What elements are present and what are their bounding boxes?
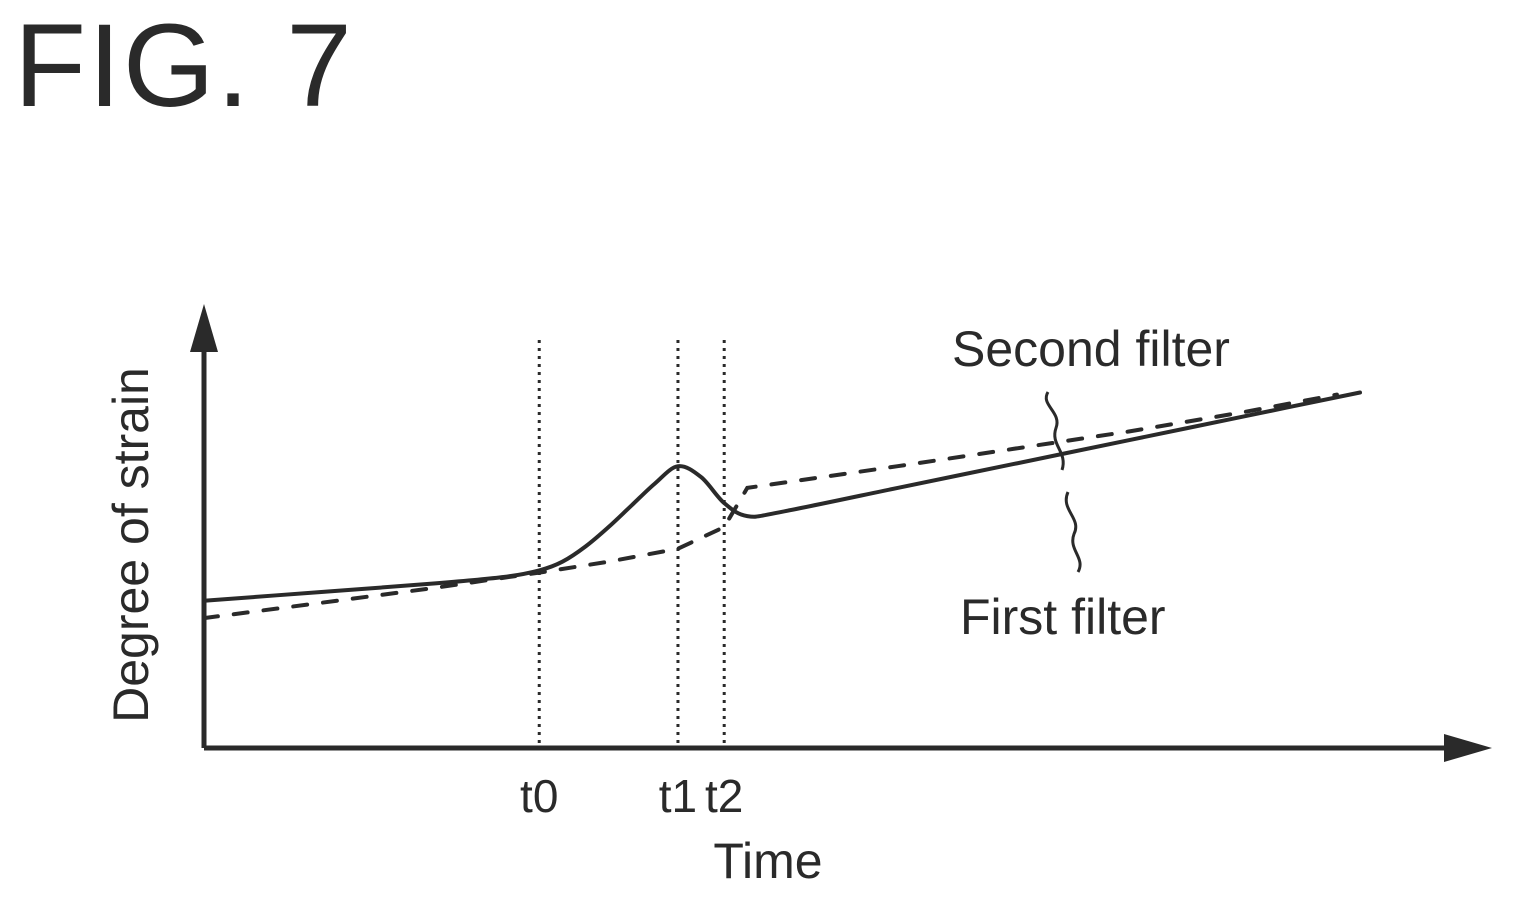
second-filter-leader-line — [1044, 391, 1065, 471]
y-axis-label: Degree of strain — [103, 367, 159, 723]
x-axis-arrowhead — [1444, 734, 1492, 762]
tick-label-t2: t2 — [705, 770, 743, 822]
first-filter-label: First filter — [960, 589, 1166, 645]
first-filter-leader-line — [1064, 491, 1082, 573]
tick-label-t0: t0 — [520, 770, 558, 822]
series-line-first-filter — [202, 390, 1362, 603]
second-filter-label: Second filter — [952, 321, 1230, 377]
y-axis-arrowhead — [190, 304, 218, 352]
figure-label: FIG. 7 — [14, 0, 354, 132]
series-line-second-filter — [202, 392, 1339, 621]
x-axis-label: Time — [713, 833, 822, 889]
tick-label-t1: t1 — [659, 770, 697, 822]
